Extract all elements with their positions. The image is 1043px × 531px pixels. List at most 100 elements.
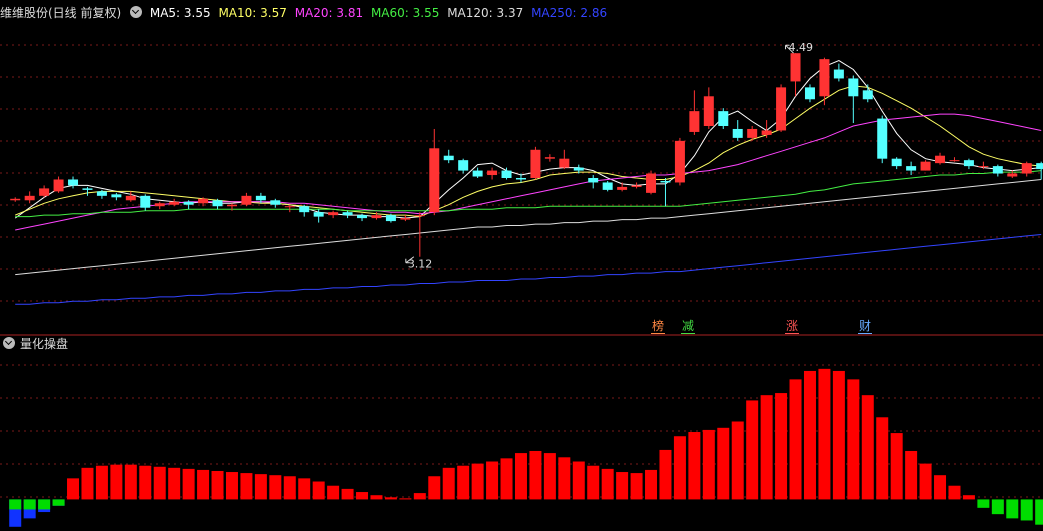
low-price-label: 3.12 bbox=[408, 258, 433, 271]
candle-up bbox=[949, 160, 960, 162]
indicator-bar bbox=[327, 485, 340, 500]
indicator-bar bbox=[832, 370, 845, 500]
indicator-bar bbox=[413, 493, 426, 500]
candle-up bbox=[24, 195, 35, 201]
candle-down bbox=[313, 212, 324, 217]
indicator-bar-negative bbox=[1020, 499, 1033, 521]
indicator-bar bbox=[283, 476, 296, 500]
indicator-bar bbox=[399, 498, 412, 500]
indicator-bar bbox=[95, 465, 108, 500]
candle-up bbox=[1007, 173, 1018, 177]
low-arrow bbox=[405, 256, 415, 264]
indicator-bar bbox=[211, 470, 224, 500]
high-price-label: 4.49 bbox=[789, 41, 814, 54]
candle-down bbox=[299, 206, 310, 213]
indicator-bar bbox=[847, 379, 860, 500]
candle-up bbox=[790, 53, 801, 82]
event-tag-jian[interactable]: 减 bbox=[681, 319, 696, 334]
indicator-bar-cap bbox=[23, 499, 36, 510]
chevron-down-icon[interactable] bbox=[130, 6, 143, 18]
indicator-bar bbox=[890, 433, 903, 500]
ma120-label: MA120: 3.37 bbox=[447, 6, 524, 20]
candle-up bbox=[920, 161, 931, 171]
indicator-bar-cap bbox=[38, 499, 51, 510]
chevron-down-icon[interactable] bbox=[3, 337, 15, 349]
indicator-bar bbox=[312, 481, 325, 500]
candle-down bbox=[270, 200, 281, 205]
indicator-bar bbox=[688, 432, 701, 500]
ma-line-ma250 bbox=[15, 234, 1042, 305]
candle-down bbox=[96, 191, 107, 196]
candle-up bbox=[429, 148, 440, 213]
candle-up bbox=[747, 128, 758, 138]
indicator-bar bbox=[760, 395, 773, 500]
candle-up bbox=[617, 186, 628, 190]
candle-up bbox=[544, 157, 555, 159]
candle-down bbox=[602, 182, 613, 190]
ma5-label: MA5: 3.55 bbox=[149, 6, 211, 20]
candle-down bbox=[515, 178, 526, 180]
ma10-label: MA10: 3.57 bbox=[218, 6, 287, 20]
candle-up bbox=[674, 140, 685, 183]
indicator-bar bbox=[934, 475, 947, 500]
ma20-label: MA20: 3.81 bbox=[294, 6, 364, 20]
candle-up bbox=[400, 218, 411, 220]
indicator-bar bbox=[67, 478, 80, 500]
indicator-bar bbox=[818, 368, 831, 500]
indicator-bar bbox=[731, 421, 744, 500]
candle-down bbox=[342, 212, 353, 216]
candle-up bbox=[978, 166, 989, 168]
indicator-bar bbox=[471, 463, 484, 500]
candle-up bbox=[226, 204, 237, 207]
candle-up bbox=[1021, 163, 1032, 174]
indicator-bar bbox=[775, 393, 788, 500]
indicator-bar bbox=[529, 450, 542, 500]
event-tag-zhang[interactable]: 涨 bbox=[785, 319, 800, 334]
event-tag-cai[interactable]: 财 bbox=[858, 319, 873, 334]
indicator-bar bbox=[442, 467, 455, 500]
indicator-bar bbox=[153, 466, 166, 500]
candle-down bbox=[82, 188, 93, 190]
candle-down bbox=[573, 167, 584, 171]
indicator-bar bbox=[861, 395, 874, 500]
candle-down bbox=[443, 155, 454, 161]
candle-up bbox=[241, 195, 252, 205]
indicator-bar bbox=[457, 465, 470, 500]
candle-up bbox=[371, 215, 382, 219]
indicator-bar-cap bbox=[52, 499, 65, 506]
ma-legend: 维维股份(日线 前复权) MA5: 3.55 MA10: 3.57 MA20: … bbox=[0, 4, 611, 22]
candle-up bbox=[776, 87, 787, 131]
candle-up bbox=[10, 198, 21, 201]
candle-up bbox=[646, 173, 657, 193]
candle-up bbox=[703, 96, 714, 126]
candle-down bbox=[183, 201, 194, 205]
ma250-label: MA250: 2.86 bbox=[531, 6, 608, 20]
ma-line-ma60 bbox=[15, 170, 1042, 218]
event-tag-bang[interactable]: 榜 bbox=[651, 319, 666, 334]
candle-down bbox=[458, 160, 469, 171]
candle-down bbox=[588, 178, 599, 183]
candle-up bbox=[284, 206, 295, 208]
indicator-bar bbox=[269, 475, 282, 500]
candle-up bbox=[198, 198, 209, 204]
indicator-bar bbox=[587, 465, 600, 500]
candle-up bbox=[761, 130, 772, 135]
indicator-bar bbox=[428, 476, 441, 500]
indicator-bar bbox=[254, 474, 267, 500]
candle-down bbox=[862, 90, 873, 100]
indicator-bar bbox=[370, 495, 383, 500]
indicator-bar bbox=[746, 400, 759, 500]
indicator-bar bbox=[558, 457, 571, 500]
candle-down bbox=[212, 200, 223, 207]
candle-down bbox=[111, 194, 122, 198]
candle-down bbox=[848, 78, 859, 97]
indicator-bar bbox=[876, 417, 889, 500]
indicator-bar bbox=[168, 467, 181, 500]
indicator-bar bbox=[139, 465, 152, 500]
indicator-bar-negative bbox=[1006, 499, 1019, 519]
candle-down bbox=[718, 111, 729, 126]
indicator-bar bbox=[789, 379, 802, 500]
candle-down bbox=[963, 160, 974, 167]
candle-up bbox=[530, 149, 541, 178]
